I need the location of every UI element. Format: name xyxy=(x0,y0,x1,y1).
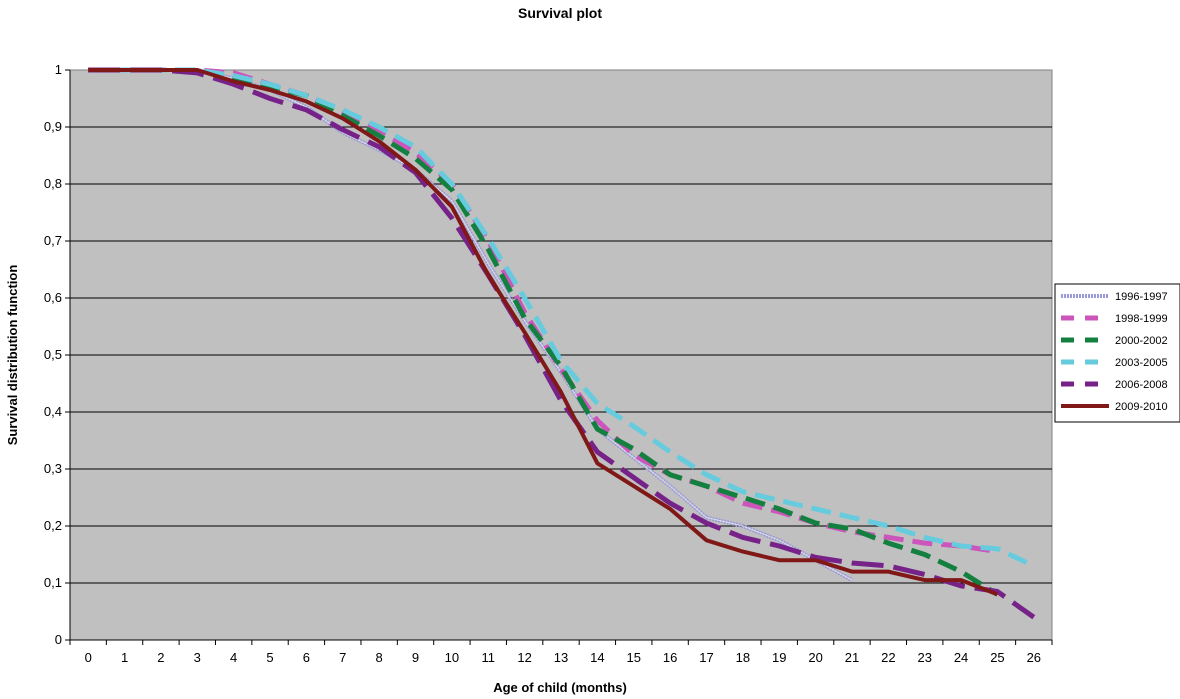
x-tick-label: 19 xyxy=(772,650,786,665)
x-tick-label: 3 xyxy=(194,650,201,665)
legend: 1996-1997 1998-1999 2000-2002 2003-2005 2006… xyxy=(1054,283,1180,423)
x-tick-label: 1 xyxy=(121,650,128,665)
x-tick-label: 23 xyxy=(917,650,931,665)
x-tick-label: 18 xyxy=(736,650,750,665)
legend-label: 1998-1999 xyxy=(1115,313,1168,325)
series-line-2000-2002 xyxy=(88,67,999,597)
x-tick-label: 17 xyxy=(699,650,713,665)
x-tick-label: 13 xyxy=(554,650,568,665)
y-tick-label: 0,9 xyxy=(44,119,62,134)
x-tick-label: 21 xyxy=(845,650,859,665)
series-line-2003-2005 xyxy=(88,67,1035,569)
y-tick-label: 0,2 xyxy=(44,518,62,533)
legend-label: 2009-2010 xyxy=(1115,401,1168,413)
y-tick-label: 1 xyxy=(55,62,62,77)
x-tick-label: 20 xyxy=(808,650,822,665)
y-tick-label: 0,7 xyxy=(44,233,62,248)
x-axis-title: Age of child (months) xyxy=(493,680,627,695)
x-tick-label: 9 xyxy=(412,650,419,665)
x-tick-label: 4 xyxy=(230,650,237,665)
y-axis-title: Survival distribution function xyxy=(5,265,20,446)
x-tick-label: 8 xyxy=(376,650,383,665)
y-tick-label: 0 xyxy=(55,632,62,647)
y-tick-label: 0,8 xyxy=(44,176,62,191)
y-tick-label: 0,6 xyxy=(44,290,62,305)
x-tick-label: 5 xyxy=(266,650,273,665)
plot-area xyxy=(69,69,1053,641)
chart-title: Survival plot xyxy=(518,5,602,21)
x-tick-label: 7 xyxy=(339,650,346,665)
x-tick-label: 2 xyxy=(157,650,164,665)
y-tick-label: 0,5 xyxy=(44,347,62,362)
x-tick-label: 10 xyxy=(445,650,459,665)
x-tick-label: 12 xyxy=(517,650,531,665)
x-tick-label: 24 xyxy=(954,650,968,665)
legend-box xyxy=(1054,283,1180,423)
legend-label: 1996-1997 xyxy=(1115,291,1168,303)
x-tick-label: 26 xyxy=(1027,650,1041,665)
legend-label: 2006-2008 xyxy=(1115,379,1168,391)
y-tick-label: 0,4 xyxy=(44,404,62,419)
x-tick-label: 22 xyxy=(881,650,895,665)
y-axis-ticks: 0 0,1 0,2 0,3 0,4 0,5 0,6 0,7 0,8 0,9 1 xyxy=(44,62,70,647)
x-tick-label: 0 xyxy=(85,650,92,665)
series-layer xyxy=(88,67,1036,620)
x-tick-label: 16 xyxy=(663,650,677,665)
x-tick-label: 25 xyxy=(990,650,1004,665)
x-tick-label: 15 xyxy=(627,650,641,665)
x-tick-label: 14 xyxy=(590,650,604,665)
x-tick-label: 6 xyxy=(303,650,310,665)
legend-label: 2003-2005 xyxy=(1115,357,1168,369)
series-line-2006-2008 xyxy=(88,67,1036,620)
legend-label: 2000-2002 xyxy=(1115,335,1168,347)
x-tick-label: 11 xyxy=(482,650,496,665)
y-tick-label: 0,1 xyxy=(44,575,62,590)
y-tick-label: 0,3 xyxy=(44,461,62,476)
x-axis-ticks: 0 1 2 3 4 5 6 7 8 9 10 11 12 13 14 15 16 17 18 19 20 21 22 23 24… xyxy=(69,70,1053,665)
series-line-2009-2010 xyxy=(88,68,999,597)
